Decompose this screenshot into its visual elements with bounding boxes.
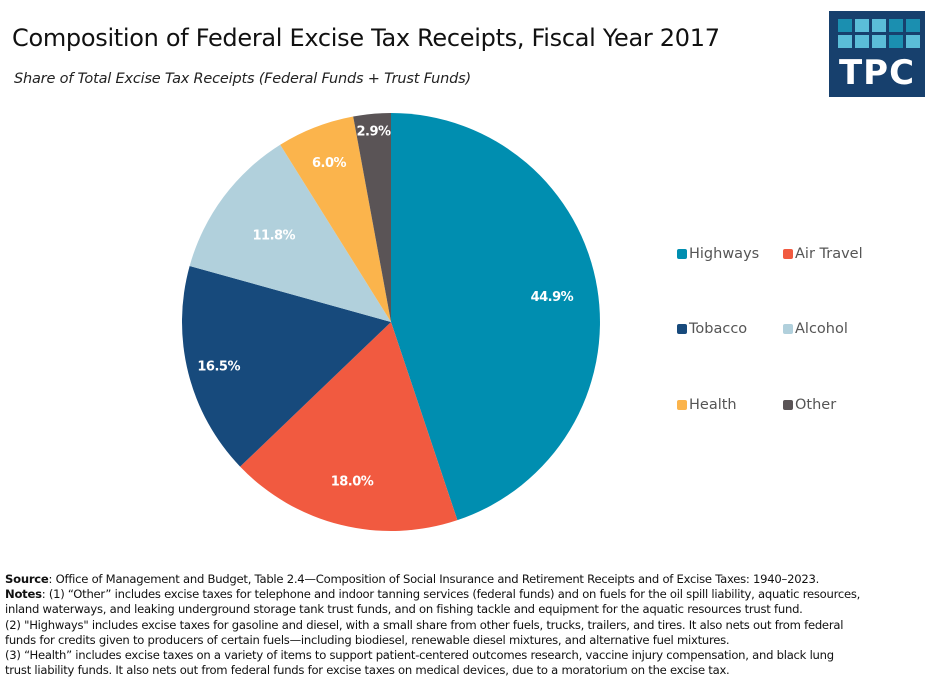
pie-slice-tobacco	[181, 265, 391, 467]
source-label: Source	[5, 572, 49, 586]
legend-swatch-air-travel	[783, 249, 793, 259]
pie-slice-air-travel	[240, 322, 458, 531]
legend-item-air-travel: Air Travel	[783, 246, 863, 262]
pie-chart: 44.9% 18.0% 16.5% 11.8% 6.0% 2.9%	[181, 113, 600, 531]
legend-item-tobacco: Tobacco	[677, 321, 747, 337]
chart-subtitle: Share of Total Excise Tax Receipts (Fede…	[14, 71, 471, 87]
legend-label: Air Travel	[795, 246, 863, 262]
legend-item-health: Health	[677, 397, 737, 413]
legend-swatch-tobacco	[677, 324, 687, 334]
data-label-health: 6.0%	[312, 156, 347, 171]
data-label-highways: 44.9%	[531, 290, 574, 305]
notes-line: funds for credits given to producers of …	[5, 632, 730, 647]
logo-cell	[906, 19, 920, 32]
tpc-logo: TPC	[829, 11, 925, 97]
logo-cell	[838, 35, 852, 48]
legend-swatch-alcohol	[783, 324, 793, 334]
legend-label: Highways	[689, 246, 760, 262]
logo-cell	[838, 19, 852, 32]
data-label-tobacco: 16.5%	[197, 359, 240, 374]
legend-item-highways: Highways	[677, 246, 759, 262]
legend-item-other: Other	[783, 397, 836, 413]
pie-slice-highways	[391, 113, 600, 521]
legend-swatch-other	[783, 400, 793, 410]
legend-label: Other	[795, 397, 837, 413]
source-text: : Office of Management and Budget, Table…	[48, 572, 820, 586]
legend-swatch-health	[677, 400, 687, 410]
logo-cell	[872, 35, 886, 48]
legend-item-alcohol: Alcohol	[783, 321, 848, 337]
logo-text: TPC	[838, 53, 916, 93]
notes-text: : (1) “Other” includes excise taxes for …	[41, 587, 861, 602]
notes-line: (3) “Health” includes excise taxes on a …	[5, 648, 834, 663]
logo-cell	[855, 19, 869, 32]
notes-line: trust liability funds. It also nets out …	[5, 663, 730, 678]
pie-slice-health	[280, 116, 391, 322]
pie-slice-alcohol	[189, 144, 391, 322]
source-line: Source: Office of Management and Budget,…	[5, 572, 935, 587]
logo-cell	[906, 35, 920, 48]
chart-title: Composition of Federal Excise Tax Receip…	[12, 24, 720, 52]
data-label-other: 2.9%	[356, 125, 391, 140]
logo-grid-icon	[838, 19, 920, 48]
logo-cell	[889, 35, 903, 48]
legend-label: Alcohol	[795, 321, 848, 337]
logo-cell	[855, 35, 869, 48]
logo-cell	[872, 19, 886, 32]
legend-swatch-highways	[677, 249, 687, 259]
notes-label: Notes	[5, 587, 42, 602]
notes-line: inland waterways, and leaking undergroun…	[5, 602, 803, 617]
data-label-alcohol: 11.8%	[252, 228, 295, 243]
data-label-air-travel: 18.0%	[331, 474, 374, 489]
notes-line: Notes: (1) “Other” includes excise taxes…	[5, 587, 935, 602]
legend-label: Tobacco	[689, 321, 748, 337]
legend-label: Health	[689, 397, 737, 413]
pie-slice-other	[353, 113, 391, 322]
footer-notes: Source: Office of Management and Budget,…	[5, 572, 935, 678]
logo-cell	[889, 19, 903, 32]
notes-line: (2) "Highways" includes excise taxes for…	[5, 617, 844, 632]
